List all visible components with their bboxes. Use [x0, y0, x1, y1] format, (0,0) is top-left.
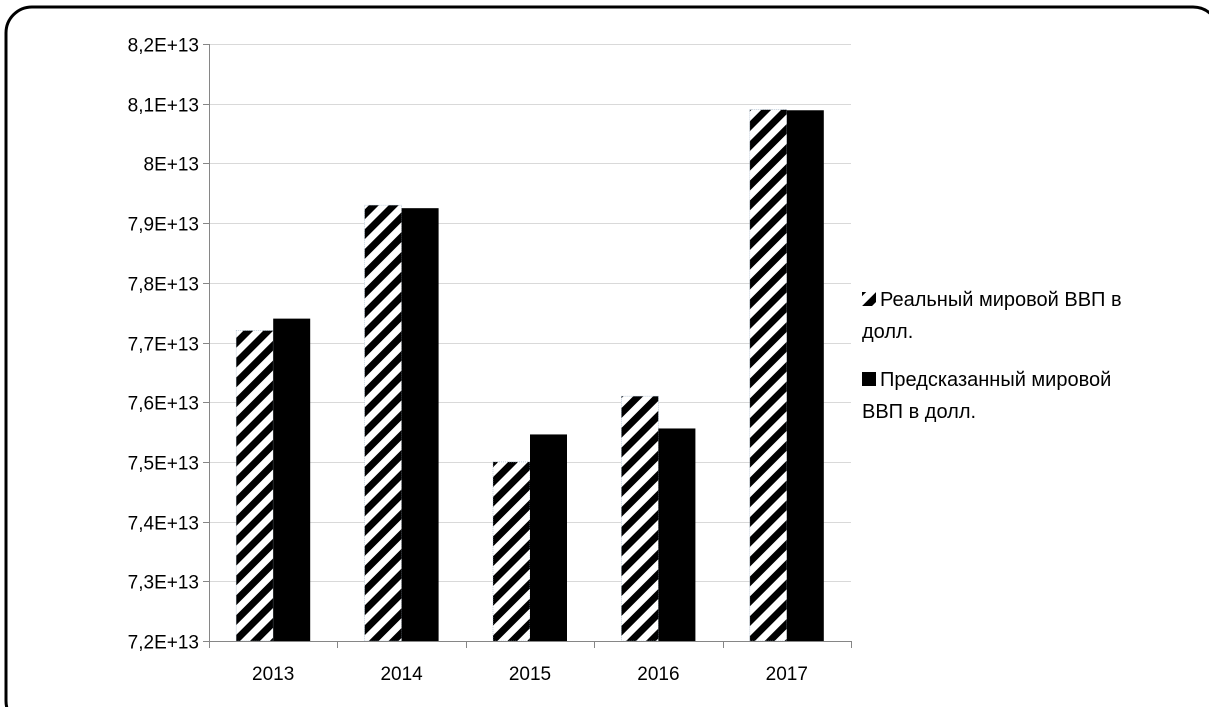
- bar-real-gdp: [235, 330, 274, 642]
- bar-predicted-gdp: [658, 428, 696, 641]
- y-tick-label: 7,9E+13: [128, 215, 199, 236]
- y-tick-label: 7,6E+13: [128, 394, 199, 415]
- y-tick-label: 7,5E+13: [128, 454, 199, 475]
- bar-predicted-gdp: [401, 208, 439, 642]
- y-tick-label: 7,8E+13: [128, 275, 199, 296]
- x-tick-labels: 2013 2014 2015 2016 2017: [252, 664, 808, 685]
- legend-label: Реальный мировой ВВП в: [880, 289, 1122, 311]
- legend: Реальный мировой ВВП в долл. Предсказанный…: [862, 289, 1122, 423]
- y-tick-labels: 7,2E+13 7,3E+13 7,4E+13 7,5E+13 7,6E+13 7,7E+…: [128, 36, 199, 654]
- y-tick-label: 8E+13: [144, 155, 199, 176]
- y-tick-label: 7,7E+13: [128, 335, 199, 356]
- x-tick-label: 2014: [380, 664, 423, 685]
- bar-real-gdp: [621, 395, 659, 642]
- axes: [203, 44, 852, 648]
- y-tick-label: 7,3E+13: [128, 573, 199, 594]
- x-tick-label: 2016: [637, 664, 679, 685]
- bar-real-gdp: [364, 204, 402, 642]
- y-tick-label: 8,2E+13: [128, 36, 199, 57]
- bar-real-gdp: [492, 461, 531, 642]
- y-tick-label: 7,2E+13: [128, 633, 199, 654]
- bars: [235, 109, 824, 642]
- x-tick-label: 2013: [252, 664, 294, 685]
- bar-predicted-gdp: [786, 110, 824, 642]
- x-tick-label: 2017: [766, 664, 808, 685]
- legend-label: ВВП в долл.: [862, 401, 976, 423]
- y-tick-label: 7,4E+13: [128, 514, 199, 535]
- legend-swatch-real: [862, 292, 876, 306]
- bar-real-gdp: [749, 109, 788, 642]
- x-tick-label: 2015: [509, 664, 551, 685]
- bar-predicted-gdp: [273, 318, 311, 641]
- legend-swatch-predicted: [862, 372, 876, 386]
- legend-label: Предсказанный мировой: [880, 369, 1111, 391]
- gridlines: [209, 44, 851, 582]
- y-tick-label: 8,1E+13: [128, 96, 199, 117]
- bar-predicted-gdp: [530, 434, 567, 641]
- legend-label: долл.: [862, 321, 913, 343]
